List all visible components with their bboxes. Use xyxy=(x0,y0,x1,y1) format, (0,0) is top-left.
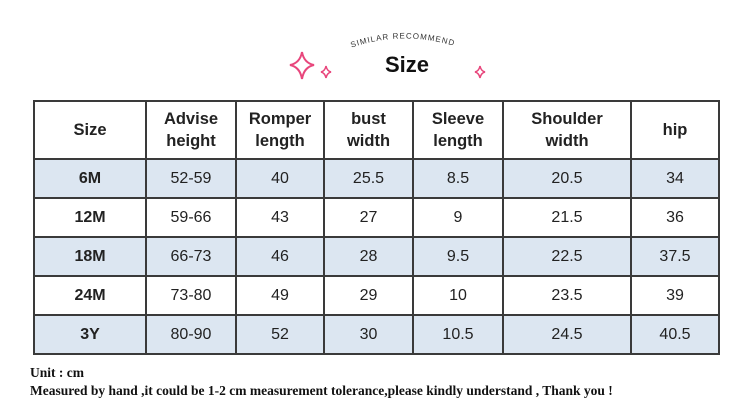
size-cell: 3Y xyxy=(33,314,147,355)
table-cell: 40.5 xyxy=(630,314,720,355)
column-header: Romper length xyxy=(235,100,325,160)
column-header: bust width xyxy=(323,100,414,160)
table-cell: 20.5 xyxy=(502,158,632,199)
table-cell: 52 xyxy=(235,314,325,355)
table-cell: 10 xyxy=(412,275,504,316)
sparkle xyxy=(289,51,315,80)
table-cell: 30 xyxy=(323,314,414,355)
table-cell: 43 xyxy=(235,197,325,238)
size-cell: 6M xyxy=(33,158,147,199)
column-header: Size xyxy=(33,100,147,160)
table-row: 18M 66-73 46 28 9.5 22.5 37.5 xyxy=(33,236,720,277)
header-row: Size Advise height Romper length bust width… xyxy=(33,100,720,160)
table-cell: 9.5 xyxy=(412,236,504,277)
table-row: 6M 52-59 40 25.5 8.5 20.5 34 xyxy=(33,158,720,199)
table-cell: 52-59 xyxy=(145,158,237,199)
column-header: Shoulder width xyxy=(502,100,632,160)
column-header: Sleeve length xyxy=(412,100,504,160)
table-cell: 37.5 xyxy=(630,236,720,277)
table-cell: 80-90 xyxy=(145,314,237,355)
table-cell: 23.5 xyxy=(502,275,632,316)
table-cell: 40 xyxy=(235,158,325,199)
column-header: hip xyxy=(630,100,720,160)
title: Size xyxy=(385,52,429,77)
table-cell: 24.5 xyxy=(502,314,632,355)
note: Measured by hand ,it could be 1-2 cm mea… xyxy=(30,383,613,398)
sparkle xyxy=(474,65,486,79)
subtitle-text: SIMILAR RECOMMEND xyxy=(349,31,455,49)
size-cell: 18M xyxy=(33,236,147,277)
table-cell: 25.5 xyxy=(323,158,414,199)
table-cell: 28 xyxy=(323,236,414,277)
table-row: 12M 59-66 43 27 9 21.5 36 xyxy=(33,197,720,238)
table-cell: 36 xyxy=(630,197,720,238)
table-cell: 46 xyxy=(235,236,325,277)
table-row: 3Y 80-90 52 30 10.5 24.5 40.5 xyxy=(33,314,720,355)
table-cell: 22.5 xyxy=(502,236,632,277)
size-table: Size Advise height Romper length bust width… xyxy=(33,100,720,355)
notes: Unit : cm Measured by hand ,it could be … xyxy=(30,364,613,400)
sparkle xyxy=(320,65,332,79)
header: SIMILAR RECOMMEND Size xyxy=(289,31,486,80)
table-cell: 21.5 xyxy=(502,197,632,238)
table-row: 24M 73-80 49 29 10 23.5 39 xyxy=(33,275,720,316)
table-cell: 9 xyxy=(412,197,504,238)
size-cell: 12M xyxy=(33,197,147,238)
table-cell: 10.5 xyxy=(412,314,504,355)
table-cell: 8.5 xyxy=(412,158,504,199)
size-cell: 24M xyxy=(33,275,147,316)
note: Unit : cm xyxy=(30,365,84,380)
table-cell: 66-73 xyxy=(145,236,237,277)
table-cell: 39 xyxy=(630,275,720,316)
table-cell: 73-80 xyxy=(145,275,237,316)
table-cell: 59-66 xyxy=(145,197,237,238)
subtitle: SIMILAR RECOMMEND xyxy=(349,31,456,49)
table-cell: 27 xyxy=(323,197,414,238)
table-cell: 49 xyxy=(235,275,325,316)
table-cell: 34 xyxy=(630,158,720,199)
column-header: Advise height xyxy=(145,100,237,160)
table-cell: 29 xyxy=(323,275,414,316)
